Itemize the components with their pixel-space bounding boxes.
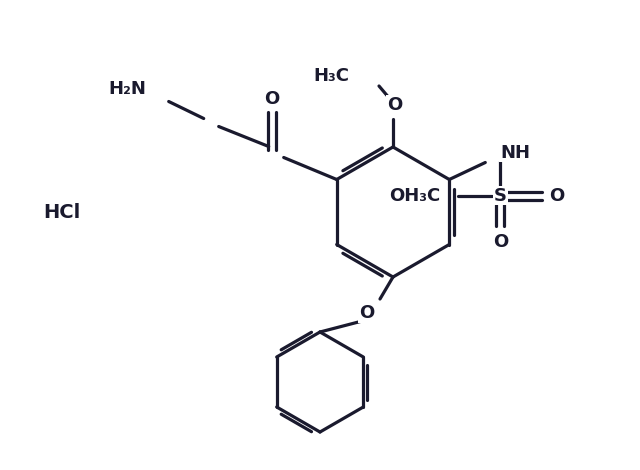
Text: O: O [548,187,564,204]
Text: S: S [494,187,507,204]
Text: NH: NH [500,143,531,162]
Text: H₂N: H₂N [109,79,147,97]
Text: H₃C: H₃C [313,67,349,85]
Text: HCl: HCl [44,203,81,221]
Text: OH₃C: OH₃C [389,187,440,204]
Text: O: O [360,304,374,322]
Text: O: O [264,89,279,108]
Text: O: O [387,96,403,114]
Text: O: O [493,233,508,251]
